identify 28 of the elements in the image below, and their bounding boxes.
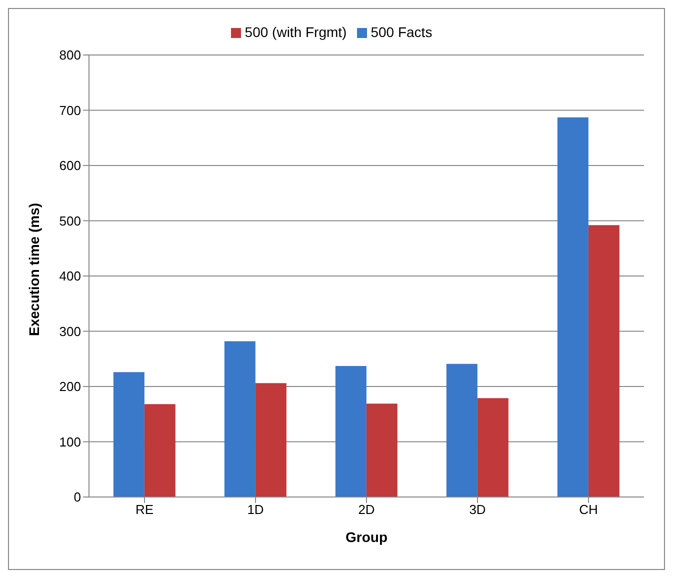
bar: [335, 366, 366, 497]
x-tick-label: 2D: [358, 502, 375, 518]
bar: [446, 364, 478, 497]
y-tick-label: 600: [59, 158, 81, 174]
y-axis-title: Execution time (ms): [26, 202, 42, 336]
y-tick-label: 400: [59, 268, 81, 284]
x-tick-label: 1D: [247, 502, 264, 518]
legend-label: 500 Facts: [370, 24, 432, 40]
x-tick-label: 3D: [469, 502, 486, 518]
legend-label: 500 (with Frgmt): [244, 24, 347, 40]
y-tick-label: 200: [59, 379, 81, 394]
y-tick-label: 800: [59, 48, 81, 63]
bar: [557, 117, 588, 497]
bar: [144, 404, 176, 497]
bar: [113, 372, 144, 497]
bar: [366, 404, 398, 497]
x-axis-title: Group: [346, 529, 388, 545]
bar: [224, 341, 256, 497]
y-tick-label: 700: [59, 102, 81, 118]
y-tick-label: 500: [59, 213, 81, 228]
y-tick-label: 0: [74, 490, 81, 505]
y-tick-label: 300: [59, 324, 81, 339]
x-tick-label: RE: [135, 502, 154, 518]
bar: [255, 383, 286, 497]
bar: [477, 398, 508, 497]
bar: [588, 225, 620, 497]
x-tick-label: CH: [579, 502, 598, 518]
y-tick-label: 100: [59, 434, 81, 450]
